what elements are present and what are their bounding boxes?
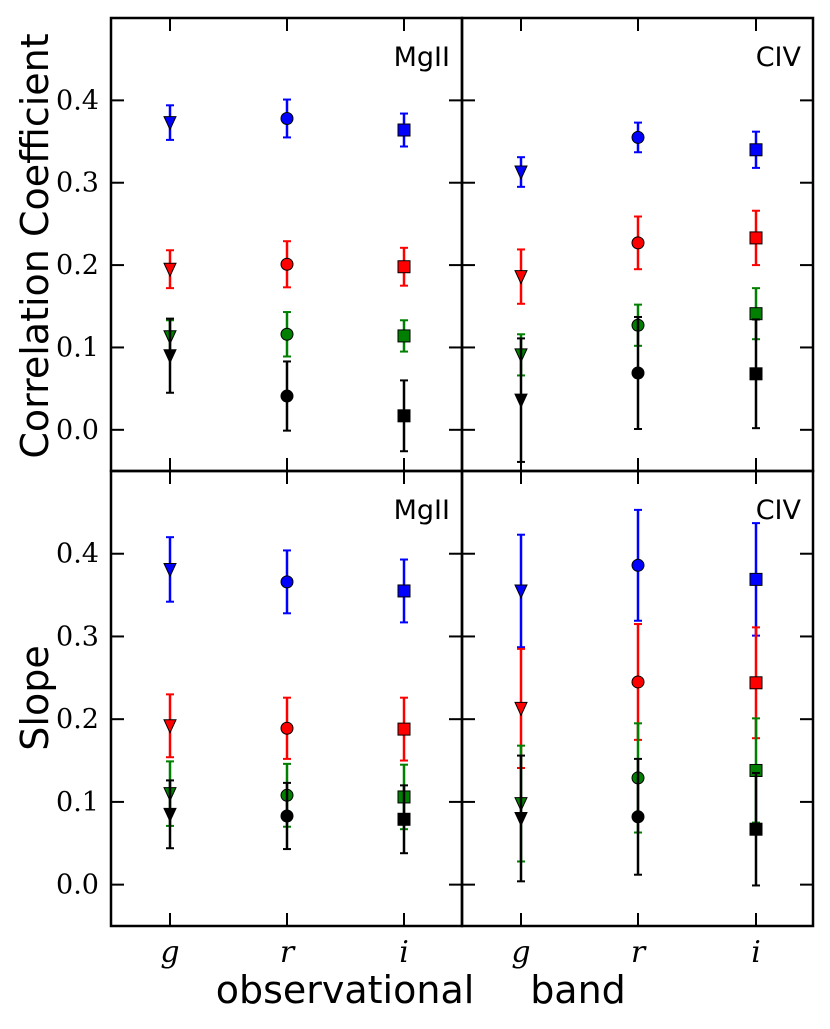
data-point-square	[749, 143, 763, 157]
data-point-circle	[280, 257, 294, 271]
data-point-circle	[280, 721, 294, 735]
data-point-triangle	[163, 807, 177, 823]
y-tick-label: 0.1	[56, 787, 99, 818]
data-point-triangle	[163, 562, 177, 578]
panel-0: MgII	[109, 16, 464, 473]
x-tick-label: g	[511, 935, 530, 970]
data-point-square	[749, 572, 763, 586]
data-point-circle	[280, 809, 294, 823]
panel-label: CIV	[756, 42, 802, 73]
x-tick-label: r	[631, 935, 647, 970]
x-axis-label-band: band	[530, 968, 626, 1012]
data-point-square	[397, 123, 411, 137]
data-point-square	[397, 409, 411, 423]
x-tick-label: r	[280, 935, 296, 970]
x-tick-label: g	[160, 935, 179, 970]
panel-2: MgII	[109, 469, 464, 928]
data-point-triangle	[163, 719, 177, 734]
panel-1: CIV	[460, 16, 815, 473]
data-point-square	[397, 722, 411, 736]
data-point-circle	[631, 675, 645, 689]
y-tick-label: 0.3	[56, 621, 99, 652]
data-point-square	[749, 307, 763, 321]
data-point-circle	[631, 366, 645, 380]
panels: MgII CIV MgII CIV	[109, 16, 815, 928]
y-tick-label: 0.0	[56, 415, 99, 446]
y-tick-label: 0.3	[56, 168, 99, 199]
y-tick-label: 0.4	[56, 539, 99, 570]
data-point-circle	[280, 389, 294, 403]
panel-label: MgII	[394, 495, 450, 526]
y-tick-label: 0.1	[56, 332, 99, 363]
data-point-triangle	[514, 701, 528, 717]
x-tick-label: i	[751, 935, 761, 970]
data-point-circle	[280, 575, 294, 589]
data-point-square	[749, 367, 763, 381]
data-point-circle	[631, 558, 645, 572]
x-tick-label: i	[399, 935, 409, 970]
data-point-square	[397, 260, 411, 274]
data-point-triangle	[163, 349, 177, 364]
panel-label: MgII	[394, 42, 450, 73]
panel-label: CIV	[756, 495, 802, 526]
data-point-square	[749, 676, 763, 690]
data-point-triangle	[514, 393, 528, 409]
panel-3: CIV	[460, 469, 815, 928]
data-point-triangle	[514, 811, 528, 827]
data-point-square	[397, 812, 411, 826]
data-point-triangle	[514, 584, 528, 600]
y-tick-label: 0.0	[56, 870, 99, 901]
y-tick-label: 0.2	[56, 704, 99, 735]
data-point-square	[397, 584, 411, 598]
y-axis-label-slope: Slope	[13, 645, 57, 750]
data-point-square	[749, 231, 763, 245]
x-axis-label-observational: observational	[216, 968, 475, 1012]
data-point-circle	[280, 327, 294, 341]
y-tick-label: 0.2	[56, 250, 99, 281]
data-point-circle	[280, 111, 294, 125]
data-point-circle	[631, 130, 645, 144]
data-point-triangle	[514, 270, 528, 285]
data-point-triangle	[514, 165, 528, 181]
y-tick-label: 0.4	[56, 85, 99, 116]
data-point-square	[749, 822, 763, 836]
data-point-triangle	[163, 116, 177, 131]
y-axis-label-correlation: Correlation Coefficient	[13, 33, 57, 458]
data-point-triangle	[163, 262, 177, 278]
data-point-circle	[631, 236, 645, 250]
data-point-circle	[631, 810, 645, 824]
y-tick-labels: 0.0 0.1 0.2 0.3 0.4 0.0 0.1 0.2 0.3 0.4	[56, 85, 99, 900]
data-point-square	[397, 329, 411, 343]
